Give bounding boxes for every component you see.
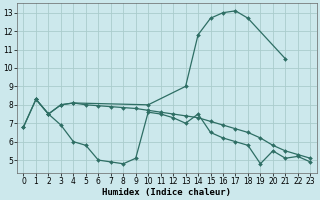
X-axis label: Humidex (Indice chaleur): Humidex (Indice chaleur) [102, 188, 231, 197]
